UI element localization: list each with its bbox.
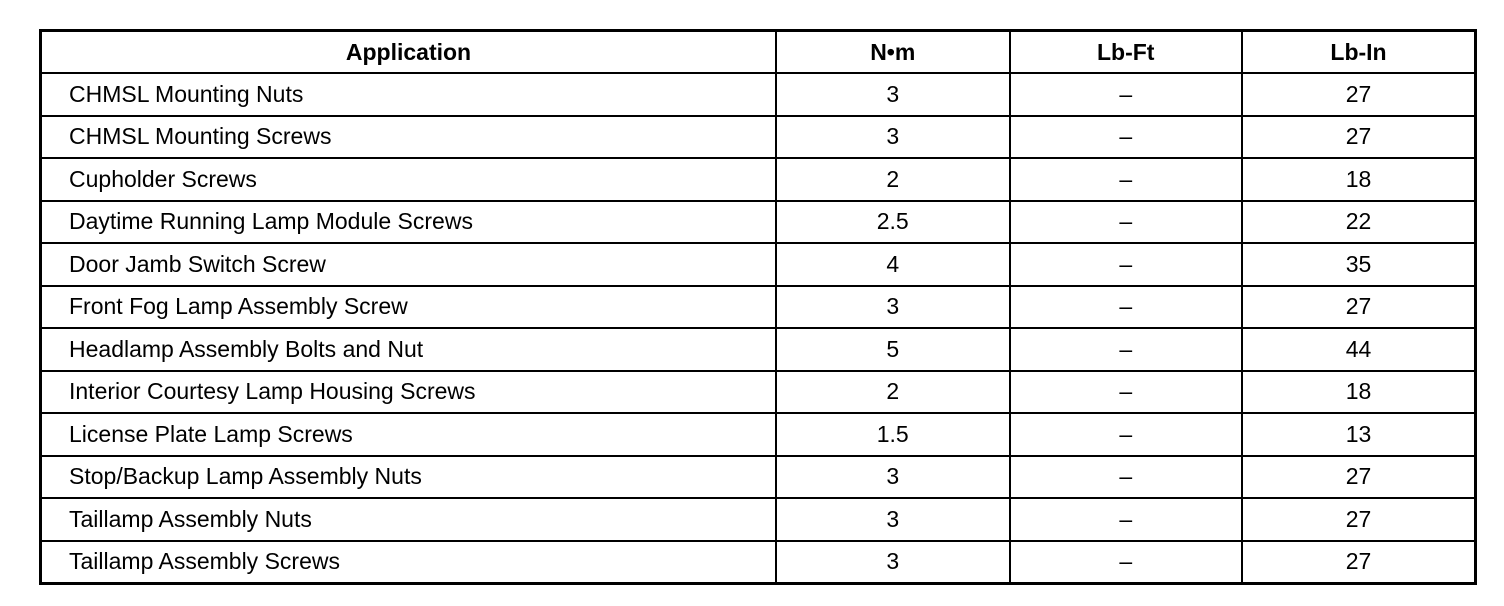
header-application: Application (39, 29, 777, 74)
lbin-cell: 27 (1240, 114, 1477, 159)
application-cell: Door Jamb Switch Screw (39, 242, 777, 287)
nm-cell: 2 (775, 157, 1011, 202)
table-row: Interior Courtesy Lamp Housing Screws 2–1… (39, 369, 1477, 414)
lbin-cell: 27 (1240, 497, 1477, 542)
nm-cell: 1.5 (775, 412, 1011, 457)
lbft-cell: – (1008, 369, 1243, 414)
table-row: License Plate Lamp Screws 1.5–13 (39, 412, 1477, 457)
lbin-cell: 27 (1240, 539, 1477, 585)
table-row: CHMSL Mounting Screws 3–27 (39, 114, 1477, 159)
nm-cell: 3 (775, 284, 1011, 329)
lbft-cell: – (1008, 242, 1243, 287)
application-cell: Stop/Backup Lamp Assembly Nuts (39, 454, 777, 499)
nm-cell: 3 (775, 497, 1011, 542)
nm-cell: 3 (775, 454, 1011, 499)
lbin-cell: 44 (1240, 327, 1477, 372)
lbin-cell: 18 (1240, 369, 1477, 414)
lbin-cell: 35 (1240, 242, 1477, 287)
table-row: CHMSL Mounting Nuts 3–27 (39, 72, 1477, 117)
application-cell: Daytime Running Lamp Module Screws (39, 199, 777, 244)
application-cell: Headlamp Assembly Bolts and Nut (39, 327, 777, 372)
lbft-cell: – (1008, 412, 1243, 457)
table-row: Stop/Backup Lamp Assembly Nuts 3–27 (39, 454, 1477, 499)
lbft-cell: – (1008, 114, 1243, 159)
application-cell: CHMSL Mounting Nuts (39, 72, 777, 117)
table-row: Front Fog Lamp Assembly Screw 3–27 (39, 284, 1477, 329)
table-row: Headlamp Assembly Bolts and Nut 5–44 (39, 327, 1477, 372)
lbft-cell: – (1008, 497, 1243, 542)
lbin-cell: 22 (1240, 199, 1477, 244)
table-row: Daytime Running Lamp Module Screws 2.5–22 (39, 199, 1477, 244)
table-row: Door Jamb Switch Screw 4–35 (39, 242, 1477, 287)
lbft-cell: – (1008, 327, 1243, 372)
lbft-cell: – (1008, 284, 1243, 329)
application-cell: Taillamp Assembly Screws (39, 539, 777, 585)
application-cell: Front Fog Lamp Assembly Screw (39, 284, 777, 329)
nm-cell: 3 (775, 114, 1011, 159)
lbin-cell: 27 (1240, 454, 1477, 499)
application-cell: Cupholder Screws (39, 157, 777, 202)
application-cell: Interior Courtesy Lamp Housing Screws (39, 369, 777, 414)
nm-cell: 2.5 (775, 199, 1011, 244)
lbft-cell: – (1008, 199, 1243, 244)
nm-cell: 3 (775, 539, 1011, 585)
nm-cell: 2 (775, 369, 1011, 414)
nm-cell: 3 (775, 72, 1011, 117)
lbft-cell: – (1008, 72, 1243, 117)
header-lbft: Lb-Ft (1008, 29, 1243, 74)
application-cell: Taillamp Assembly Nuts (39, 497, 777, 542)
lbft-cell: – (1008, 454, 1243, 499)
lbin-cell: 27 (1240, 284, 1477, 329)
lbin-cell: 27 (1240, 72, 1477, 117)
lbin-cell: 18 (1240, 157, 1477, 202)
nm-cell: 5 (775, 327, 1011, 372)
lbft-cell: – (1008, 539, 1243, 585)
header-row: Application N•m Lb-Ft Lb-In (39, 29, 1477, 74)
header-nm: N•m (775, 29, 1011, 74)
application-cell: CHMSL Mounting Screws (39, 114, 777, 159)
lbin-cell: 13 (1240, 412, 1477, 457)
application-cell: License Plate Lamp Screws (39, 412, 777, 457)
table-row: Taillamp Assembly Screws 3–27 (39, 539, 1477, 585)
nm-cell: 4 (775, 242, 1011, 287)
table-row: Taillamp Assembly Nuts 3–27 (39, 497, 1477, 542)
header-lbin: Lb-In (1240, 29, 1477, 74)
torque-spec-table: Application N•m Lb-Ft Lb-In CHMSL Mounti… (39, 29, 1477, 585)
lbft-cell: – (1008, 157, 1243, 202)
table-row: Cupholder Screws 2–18 (39, 157, 1477, 202)
